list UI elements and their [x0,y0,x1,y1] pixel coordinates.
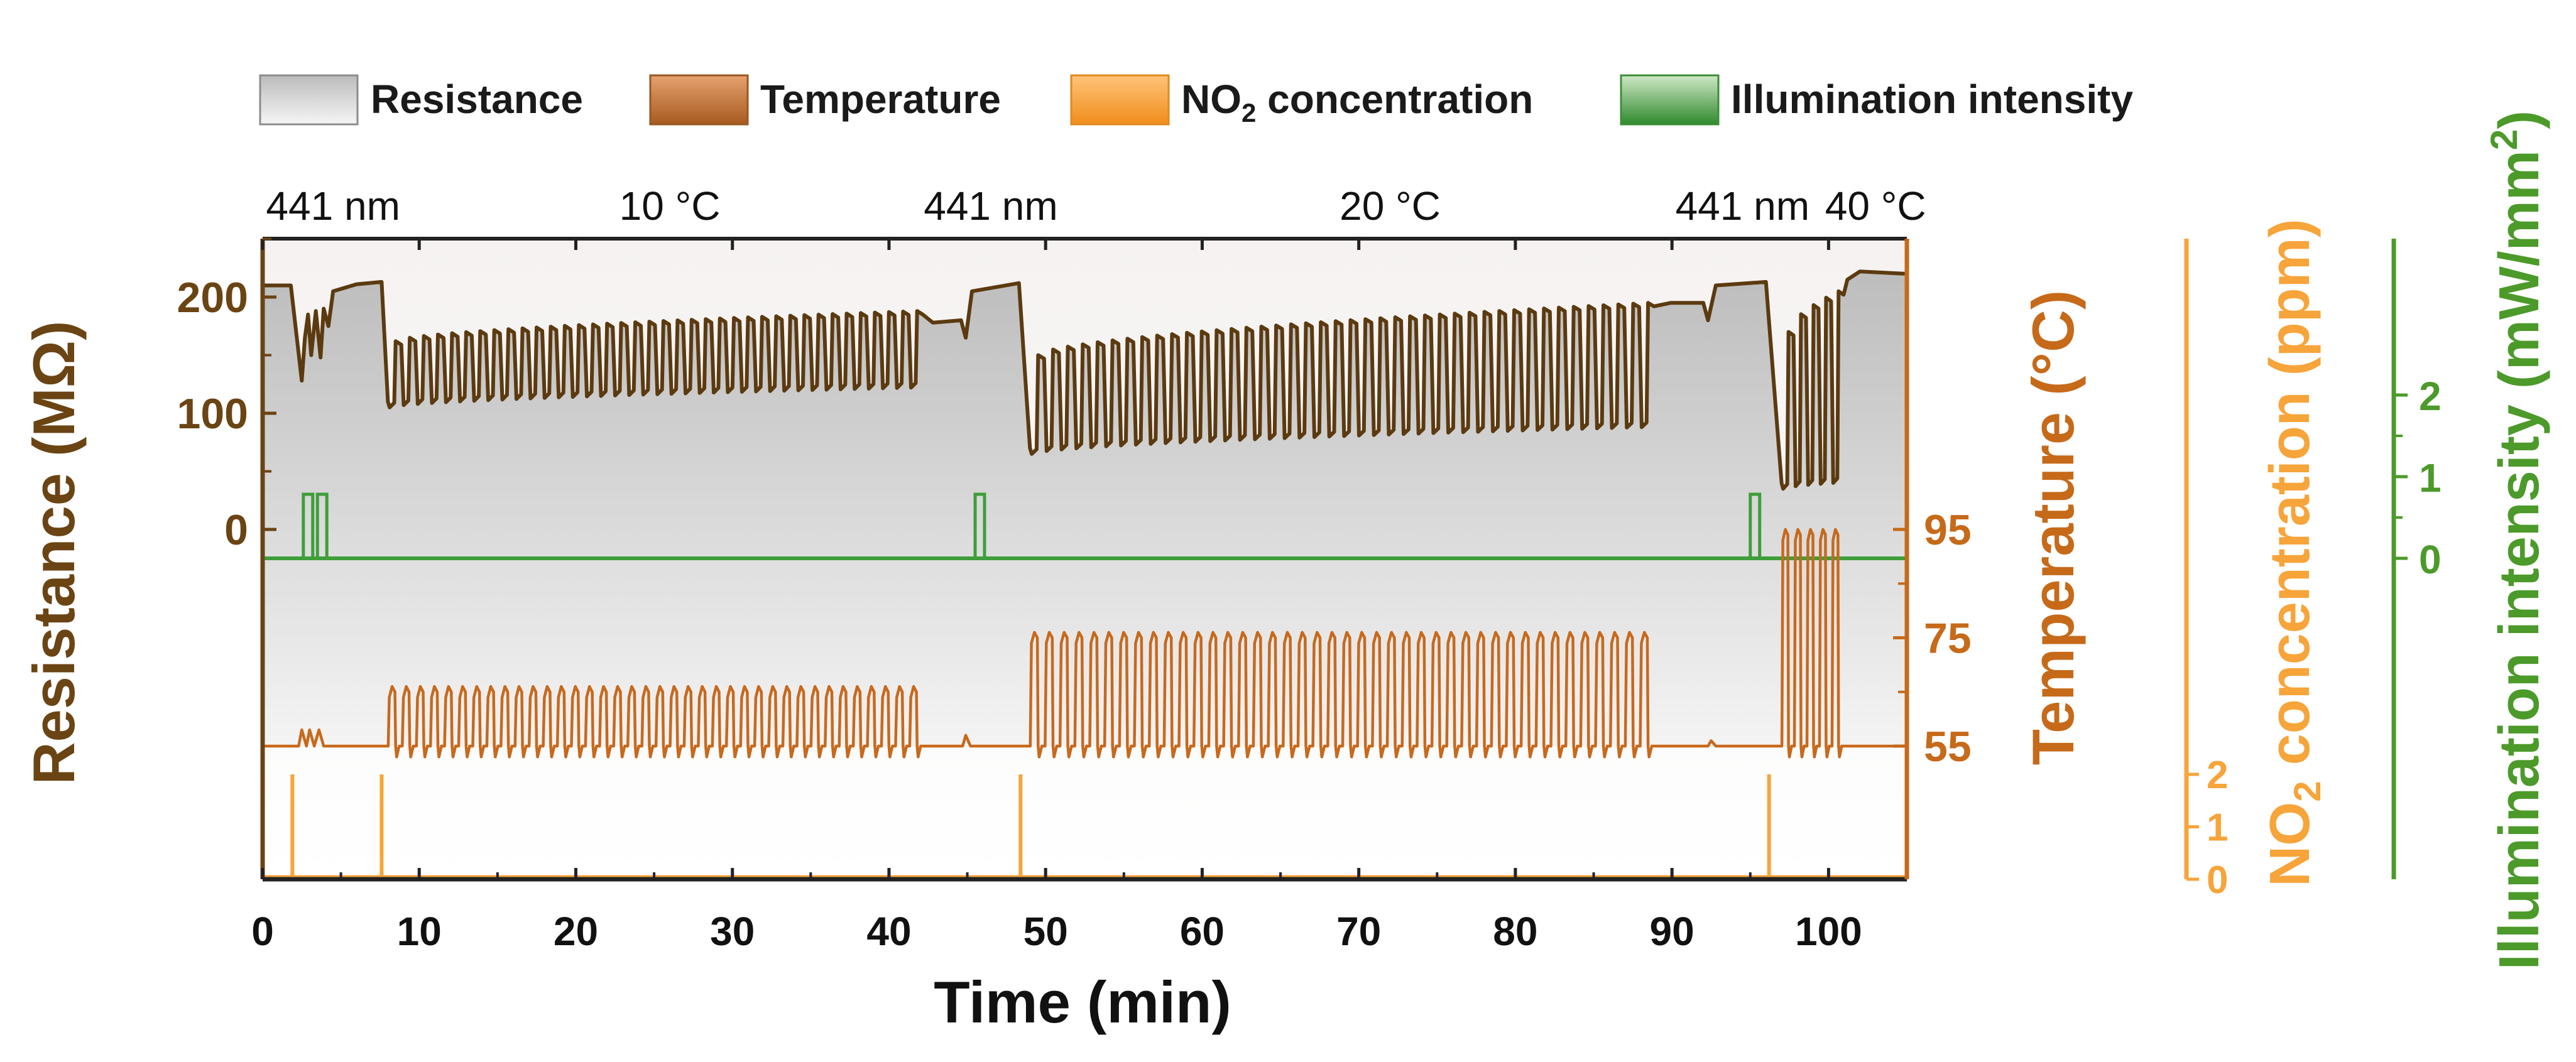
illumination-layer [263,492,1907,560]
top-annotation-0: 441 nm [266,183,400,229]
no2-tick-label: 0 [2207,859,2228,902]
x-tick-label: 50 [1023,909,1068,954]
illumination-tick-label: 2 [2419,374,2442,419]
resistance-axis-title: Resistance (MΩ) [21,321,87,785]
temperature-tick-label: 95 [1924,506,1972,554]
illumination-pulse-2 [973,492,986,558]
x-tick-label: 30 [710,909,755,954]
temperature-tick-label: 55 [1924,723,1972,771]
temperature-axis-title: Temperature (°C) [2020,290,2086,766]
legend-swatch-no2 [1070,74,1170,126]
x-tick-label: 100 [1795,909,1862,954]
resistance-fill-layer [263,271,1907,746]
legend-label-no2: NO2 concentration [1181,77,1533,127]
x-axis-title: Time (min) [934,969,1231,1035]
temperature-layer [263,528,1907,759]
top-annotation-4: 441 nm [1676,183,1809,229]
temperature-tick-label: 75 [1924,615,1972,663]
legend-swatch-illumination [1620,74,1720,126]
top-annotation-5: 40 °C [1825,183,1926,229]
top-annotation-3: 20 °C [1340,183,1441,229]
legend-swatch-resistance [259,74,359,126]
no2-tick-label: 1 [2207,806,2228,850]
temperature-line [263,528,1907,759]
x-tick-label: 20 [554,909,598,954]
illumination-tick-label: 1 [2419,455,2442,501]
legend-label-resistance: Resistance [371,77,583,122]
legend-swatch-temperature [649,74,749,126]
x-tick-label: 40 [866,909,911,954]
illumination-tick-label: 0 [2419,537,2442,582]
illumination-pulse-3 [1749,492,1762,558]
legend-label-temperature: Temperature [760,77,1001,122]
no2-tick-label: 2 [2207,754,2228,797]
resistance-area [263,271,1907,746]
x-tick-label: 80 [1493,909,1537,954]
resistance-tick-label: 200 [177,274,248,322]
resistance-tick-label: 100 [177,390,248,438]
top-annotation-1: 10 °C [619,183,721,229]
legend: Resistance Temperature NO2 concentration… [259,74,2133,127]
x-tick-label: 0 [251,909,274,954]
x-tick-label: 10 [397,909,442,954]
illumination-pulse-1 [315,492,329,558]
top-annotation-2: 441 nm [924,183,1057,229]
x-tick-label: 70 [1336,909,1381,954]
x-tick-label: 90 [1650,909,1695,954]
plot-frame [260,237,1909,882]
x-tick-label: 60 [1180,909,1225,954]
legend-label-illumination: Illumination intensity [1731,77,2133,122]
no2-layer [263,774,1907,879]
illumination-pulse-0 [302,492,315,558]
resistance-line [263,269,1907,491]
no2-axis-title: NO2 concentration (ppm) [2259,219,2328,886]
resistance-line-layer [263,269,1907,491]
illumination-axis-title: Illumination intensity (mW/mm2) [2483,111,2551,970]
resistance-tick-label: 0 [224,506,248,554]
